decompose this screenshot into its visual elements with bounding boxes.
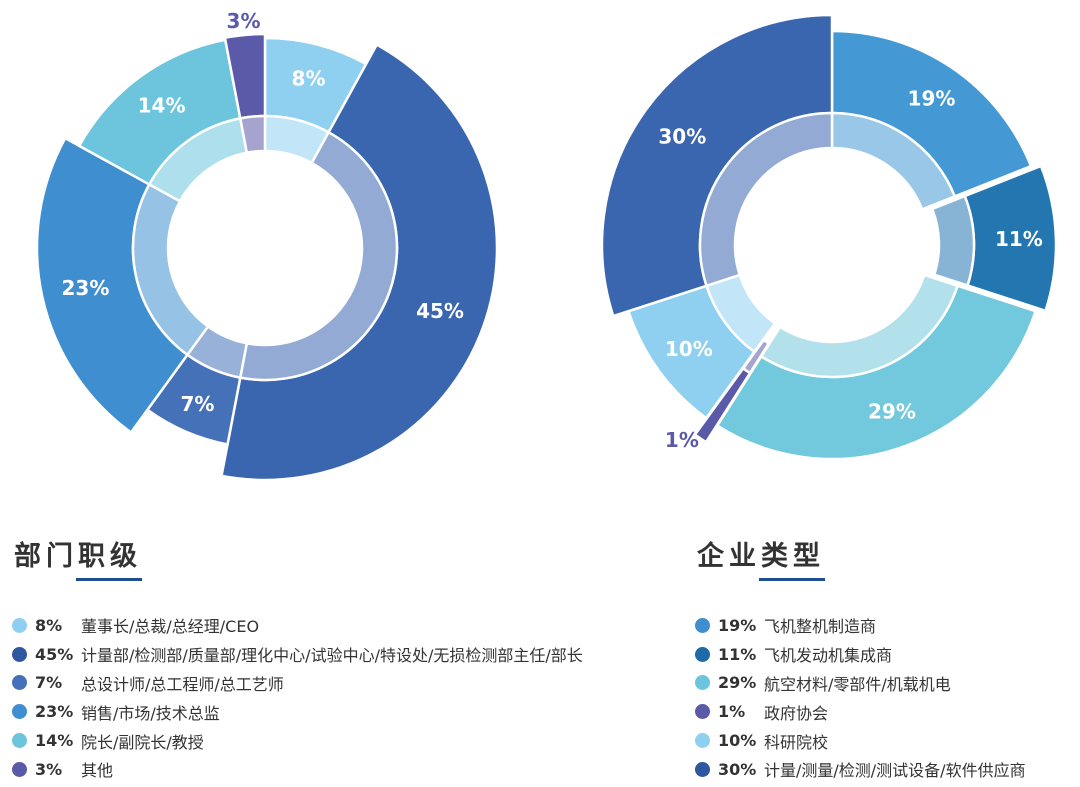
- pie-slice-inner-ring: [830, 111, 957, 211]
- donut-chart-2: 19% 11% 29% 1% 10% 30%: [600, 13, 1058, 461]
- pie-slice-label: 23%: [61, 276, 109, 300]
- legend-percent: 1%: [718, 702, 746, 722]
- legend-dot-icon: [12, 675, 27, 691]
- pie-slice-label: 19%: [908, 87, 956, 111]
- pie-slice-label: 29%: [868, 400, 916, 424]
- legend-item: 3% 其他: [12, 755, 583, 784]
- legend-item: 29% 航空材料/零部件/机载机电: [695, 669, 1026, 698]
- pie-slice-label: 8%: [292, 66, 326, 90]
- section-title-department: 部门职级: [14, 541, 142, 572]
- legend-item: 11% 飞机发动机集成商: [695, 640, 1026, 669]
- legend-label: 计量/测量/检测/测试设备/软件供应商: [764, 761, 1026, 781]
- legend-dot-icon: [12, 733, 27, 749]
- legend-item: 1% 政府协会: [695, 697, 1026, 726]
- legend-label: 总设计师/总工程师/总工艺师: [81, 674, 284, 694]
- legend-label: 飞机整机制造商: [764, 617, 877, 637]
- pie-slice-inner-ring: [238, 114, 267, 155]
- legend-dot-icon: [695, 704, 710, 720]
- donut-charts: 8% 45% 7% 23% 14% 3% 19% 11% 29% 1% 10% 30%: [35, 9, 1058, 482]
- pie-slice-inner-ring: [698, 111, 834, 288]
- legend-label: 销售/市场/技术总监: [81, 703, 220, 723]
- pie-slice-inner-ring: [238, 130, 399, 382]
- legend-label: 航空材料/零部件/机载机电: [764, 674, 951, 694]
- legend-percent: 10%: [718, 731, 757, 751]
- pie-slice-label: 14%: [138, 94, 186, 118]
- section-title-underline: [759, 578, 825, 581]
- legend-item: 8% 董事长/总裁/总经理/CEO: [12, 611, 583, 640]
- legend-percent: 23%: [35, 702, 74, 722]
- pie-slice-label: 30%: [658, 124, 706, 148]
- legend-percent: 14%: [35, 731, 74, 751]
- legend-label: 董事长/总裁/总经理/CEO: [81, 617, 260, 637]
- legend-percent: 45%: [35, 644, 74, 664]
- legend-label: 其他: [81, 761, 114, 781]
- legend-percent: 11%: [718, 644, 757, 664]
- pie-slice: [715, 284, 1038, 461]
- legend-label: 政府协会: [764, 703, 829, 723]
- legend-dot-icon: [695, 675, 710, 691]
- pie-slice-label: 1%: [665, 428, 699, 452]
- legend-label: 计量部/检测部/质量部/理化中心/试验中心/特设处/无损检测部主任/部长: [81, 646, 583, 666]
- pie-slice-label: 10%: [665, 337, 713, 361]
- legend-percent: 30%: [718, 759, 757, 779]
- pie-slice-label: 3%: [227, 9, 261, 33]
- legend-percent: 7%: [35, 673, 63, 693]
- legend-dot-icon: [695, 733, 710, 749]
- legend-label: 飞机发动机集成商: [764, 646, 893, 666]
- legend-department: 8% 董事长/总裁/总经理/CEO 45% 计量部/检测部/质量部/理化中心/试验中心…: [12, 611, 583, 784]
- legend-dot-icon: [695, 617, 710, 633]
- legend-item: 7% 总设计师/总工程师/总工艺师: [12, 669, 583, 698]
- legend-item: 30% 计量/测量/检测/测试设备/软件供应商: [695, 755, 1026, 784]
- legend-item: 23% 销售/市场/技术总监: [12, 697, 583, 726]
- legend-dot-icon: [12, 646, 27, 662]
- legend-dot-icon: [12, 761, 27, 777]
- legend-dot-icon: [12, 704, 27, 720]
- pie-slice-label: 45%: [416, 299, 464, 323]
- section-title-underline: [76, 578, 142, 581]
- pie-slice-label: 7%: [181, 392, 215, 416]
- legend-percent: 19%: [718, 615, 757, 635]
- legend-item: 45% 计量部/检测部/质量部/理化中心/试验中心/特设处/无损检测部主任/部长: [12, 640, 583, 669]
- section-title-company-type: 企业类型: [697, 541, 825, 572]
- legend-company-type: 19% 飞机整机制造商 11% 飞机发动机集成商 29% 航空材料/零部件/机载机电 1% 政…: [695, 611, 1026, 784]
- legend-item: 19% 飞机整机制造商: [695, 611, 1026, 640]
- pie-slice-inner-ring: [930, 194, 976, 288]
- legend-dot-icon: [695, 646, 710, 662]
- legend-item: 14% 院长/副院长/教授: [12, 726, 583, 755]
- legend-dot-icon: [12, 617, 27, 633]
- legend-label: 科研院校: [764, 732, 829, 752]
- legend-percent: 8%: [35, 615, 63, 635]
- pie-slice-label: 11%: [995, 227, 1043, 251]
- legend-dot-icon: [695, 761, 710, 777]
- legend-label: 院长/副院长/教授: [81, 732, 204, 752]
- legend-percent: 29%: [718, 673, 757, 693]
- legend-item: 10% 科研院校: [695, 726, 1026, 755]
- donut-chart-1: 8% 45% 7% 23% 14% 3%: [35, 9, 499, 482]
- legend-percent: 3%: [35, 759, 63, 779]
